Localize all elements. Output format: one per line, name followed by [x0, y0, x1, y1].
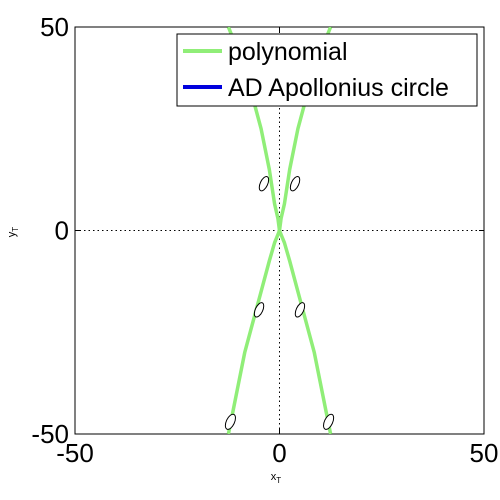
- x-tick-label: -50: [56, 438, 94, 468]
- legend-box: [176, 33, 478, 107]
- apollonius-circle-0: [258, 176, 270, 192]
- polynomial-branch-0: [226, 229, 282, 434]
- x-axis-label: xT: [271, 471, 282, 485]
- y-axis-label: yT: [6, 227, 20, 238]
- x-tick-label: 50: [470, 438, 499, 468]
- apollonius-circle-2: [253, 302, 265, 318]
- apollonius-circle-1: [289, 176, 301, 192]
- y-tick-label: 50: [40, 12, 69, 42]
- y-tick-label: 0: [55, 216, 69, 246]
- apollonius-circle-4: [224, 413, 236, 430]
- y-tick-label: -50: [31, 419, 69, 449]
- legend-label-polynomial: polynomial: [228, 38, 348, 66]
- legend-label-apollonius: AD Apollonius circle: [228, 74, 449, 102]
- x-tick-label: 0: [272, 438, 286, 468]
- legend: polynomial AD Apollonius circle: [176, 33, 478, 107]
- apollonius-circle-5: [323, 413, 335, 430]
- tick-labels: -50 0 50 -50 0 50: [31, 12, 498, 468]
- apollonius-circle-3: [294, 302, 306, 318]
- polynomial-branch-1: [277, 229, 333, 434]
